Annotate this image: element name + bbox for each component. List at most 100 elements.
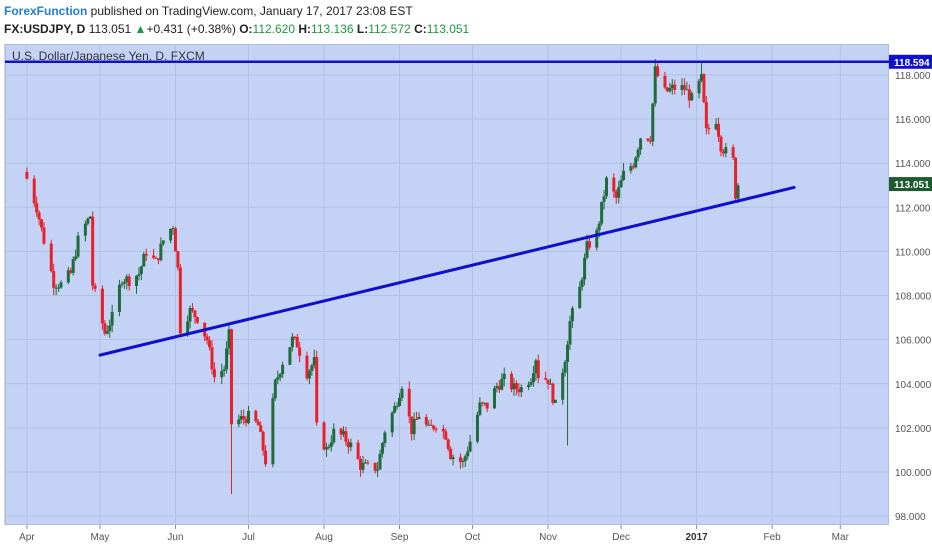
- candle-body: [339, 428, 343, 435]
- y-tick-label: 106.000: [895, 336, 932, 347]
- candle-body: [417, 416, 421, 419]
- candle-body: [359, 459, 363, 470]
- ohlc-line: FX:USDJPY, D 113.051 ▲+0.431 (+0.38%) O:…: [4, 22, 469, 36]
- candle-body: [244, 419, 248, 424]
- support-trendline[interactable]: [98, 185, 796, 357]
- candle-body: [307, 370, 311, 379]
- candle-body: [478, 402, 482, 415]
- candle-body: [210, 347, 214, 370]
- candle-body: [475, 414, 479, 442]
- candle-body: [54, 287, 58, 289]
- candle-body: [517, 389, 521, 393]
- candle-body: [429, 424, 433, 426]
- candle-body: [587, 241, 591, 248]
- candle-body: [410, 416, 414, 435]
- symbol-label[interactable]: FX:USDJPY, D: [4, 22, 86, 36]
- candle-body: [441, 428, 445, 432]
- candle-body: [717, 123, 721, 137]
- candle-body: [361, 463, 365, 470]
- candle-body: [105, 331, 109, 334]
- candle-body: [176, 251, 180, 268]
- x-tick-label: Jun: [167, 532, 183, 543]
- candle-body: [497, 386, 501, 390]
- candle-body: [566, 344, 570, 362]
- x-tick-label: Jul: [242, 532, 255, 543]
- candle-body: [66, 270, 70, 283]
- last-price-badge: [889, 177, 932, 192]
- chart-title: U.S. Dollar/Japanese Yen, D, FXCM: [12, 49, 205, 63]
- candle-body: [188, 308, 192, 322]
- candle-body: [135, 275, 139, 287]
- y-tick-label: 108.000: [895, 292, 932, 303]
- candle-body: [653, 66, 657, 104]
- candle-body: [602, 196, 606, 202]
- candle-body: [719, 136, 723, 152]
- candle-body: [239, 416, 243, 420]
- candle-body: [514, 383, 518, 390]
- candle-body: [310, 365, 314, 371]
- candle-body: [156, 258, 160, 261]
- candle-body: [531, 373, 535, 383]
- candle-body: [256, 421, 260, 426]
- candle-body: [49, 243, 53, 272]
- candle-body: [495, 386, 499, 389]
- x-tick-label: May: [91, 532, 110, 543]
- candle-body: [108, 325, 112, 332]
- candle-body: [636, 149, 640, 158]
- candle-body: [458, 457, 462, 462]
- candle-body: [242, 416, 246, 420]
- y-tick-label: 112.000: [895, 203, 931, 214]
- y-tick-label: 98.000: [895, 512, 926, 523]
- candle-body: [697, 80, 701, 94]
- candle-body: [247, 410, 251, 424]
- x-tick-label: Oct: [465, 532, 481, 543]
- candle-body: [222, 369, 226, 372]
- candle-body: [127, 276, 131, 287]
- candle-body: [110, 311, 114, 326]
- candle-body: [69, 270, 73, 273]
- candle-body: [656, 66, 660, 76]
- candle-body: [619, 180, 623, 188]
- candle-body: [536, 360, 540, 379]
- candle-body: [161, 240, 165, 244]
- candle-body: [25, 171, 29, 179]
- drawn-lines: [5, 60, 889, 357]
- candle-body: [363, 462, 367, 464]
- candle-body: [449, 448, 453, 460]
- candle-body: [208, 340, 212, 348]
- candle-body: [432, 425, 436, 429]
- y-tick-label: 118.000: [895, 71, 931, 82]
- candle-body: [395, 406, 399, 408]
- price-chart[interactable]: 98.000 100.000 102.000 104.000 106.000 108.00…: [0, 44, 932, 550]
- time-axis[interactable]: Apr May Jun Jul Aug Sep Oct Nov Dec 2017 Feb Mar: [0, 525, 889, 550]
- candle-body: [424, 416, 428, 425]
- candle-body: [178, 267, 182, 334]
- candle-body: [125, 276, 129, 283]
- x-tick-label: Apr: [19, 532, 35, 543]
- candle-body: [483, 402, 487, 404]
- author-link[interactable]: ForexFunction: [4, 4, 88, 18]
- candle-body: [159, 243, 163, 261]
- candle-body: [322, 422, 326, 450]
- low-label: L:: [356, 22, 369, 36]
- candle-body: [315, 357, 319, 423]
- candle-body: [120, 283, 124, 285]
- last-price-value: 113.051: [88, 22, 132, 36]
- candle-body: [721, 151, 725, 154]
- candle-body: [670, 84, 674, 88]
- candle-body: [519, 387, 523, 393]
- candle-body: [137, 273, 141, 276]
- candle-body: [699, 74, 703, 81]
- candle-body: [451, 457, 455, 460]
- candle-body: [663, 75, 667, 88]
- price-axis[interactable]: 98.000 100.000 102.000 104.000 106.000 108.00…: [889, 44, 932, 550]
- candle-body: [390, 412, 394, 433]
- candle-body: [468, 441, 472, 452]
- x-tick-label: Feb: [763, 532, 781, 543]
- candle-body: [480, 402, 484, 404]
- candle-body: [169, 228, 173, 241]
- candle-body: [707, 128, 711, 130]
- price-axis-background: [889, 44, 932, 550]
- grid-lines: [5, 44, 889, 525]
- candle-body: [74, 256, 78, 260]
